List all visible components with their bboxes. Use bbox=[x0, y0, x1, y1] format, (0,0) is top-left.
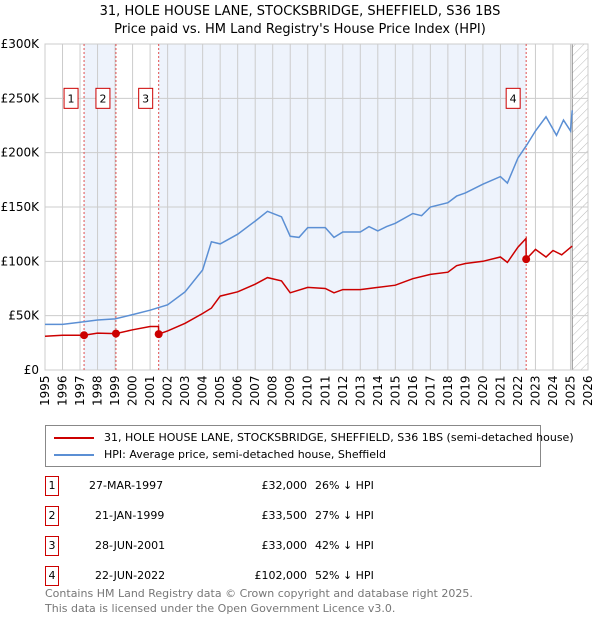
sale-badge bbox=[63, 87, 79, 109]
legend: 31, HOLE HOUSE LANE, STOCKSBRIDGE, SHEFF… bbox=[45, 425, 574, 467]
x-tick-label: 2012 bbox=[336, 375, 350, 406]
x-tick-label: 2009 bbox=[283, 375, 297, 406]
footer-copyright: Contains HM Land Registry data © Crown c… bbox=[45, 587, 473, 600]
transaction-badge: 1 bbox=[45, 476, 59, 496]
transaction-price: £102,000 bbox=[254, 569, 308, 582]
transaction-row: 1 27-MAR-1997 £32,000 26% ↓ HPI bbox=[45, 476, 445, 496]
x-tick-label: 2016 bbox=[406, 375, 420, 406]
x-tick-label: 2003 bbox=[178, 375, 192, 406]
x-tick-label: 2007 bbox=[248, 375, 262, 406]
x-tick-label: 2018 bbox=[441, 375, 455, 406]
transaction-hpi-diff: 52% ↓ HPI bbox=[315, 569, 374, 582]
transaction-hpi-diff: 26% ↓ HPI bbox=[315, 479, 374, 492]
transaction-row: 2 21-JAN-1999 £33,500 27% ↓ HPI bbox=[45, 506, 445, 526]
property-price-line bbox=[44, 236, 573, 338]
footer-licence: This data is licensed under the Open Gov… bbox=[45, 602, 396, 615]
transaction-hpi-diff: 27% ↓ HPI bbox=[315, 509, 374, 522]
transaction-price: £33,000 bbox=[261, 539, 308, 552]
legend-swatch-red bbox=[54, 436, 94, 439]
price-chart: 1995 1996 1997 1998 1999 2000 2001 2002 2003 2004… bbox=[1, 37, 595, 406]
legend-swatch-blue bbox=[54, 453, 94, 456]
x-tick-label: 1995 bbox=[38, 375, 52, 406]
x-tick-label: 2004 bbox=[196, 375, 210, 406]
x-tick-label: 2014 bbox=[371, 375, 385, 406]
x-tick-label: 2001 bbox=[143, 375, 157, 406]
plot-frame bbox=[44, 43, 589, 371]
x-tick-label: 2010 bbox=[301, 375, 315, 406]
transaction-price: £33,500 bbox=[261, 509, 308, 522]
x-tick-label: 2019 bbox=[458, 375, 472, 406]
transaction-badge: 2 bbox=[45, 506, 59, 526]
sale-point bbox=[111, 329, 120, 338]
y-tick-label: £300K bbox=[1, 37, 41, 51]
sale-badge-label: 3 bbox=[142, 92, 149, 105]
y-tick-label: £50K bbox=[8, 309, 40, 323]
legend-item-property: 31, HOLE HOUSE LANE, STOCKSBRIDGE, SHEFF… bbox=[54, 431, 574, 444]
transaction-date: 28-JUN-2001 bbox=[95, 539, 166, 552]
x-tick-label: 2002 bbox=[161, 375, 175, 406]
x-tick-label: 2024 bbox=[546, 375, 560, 406]
x-tick-label: 2023 bbox=[528, 375, 542, 406]
x-tick-label: 2020 bbox=[476, 375, 490, 406]
transaction-hpi-diff: 42% ↓ HPI bbox=[315, 539, 374, 552]
sale-badge bbox=[95, 87, 111, 109]
y-tick-label: £150K bbox=[1, 200, 41, 214]
x-tick-label: 2008 bbox=[266, 375, 280, 406]
sale-point bbox=[80, 331, 89, 340]
transaction-price: £32,000 bbox=[261, 479, 308, 492]
transaction-date: 22-JUN-2022 bbox=[95, 569, 166, 582]
x-tick-label: 2011 bbox=[318, 375, 332, 406]
chart-title: 31, HOLE HOUSE LANE, STOCKSBRIDGE, SHEFF… bbox=[99, 4, 501, 19]
x-tick-label: 2005 bbox=[213, 375, 227, 406]
x-tick-label: 2000 bbox=[126, 375, 140, 406]
x-tick-label: 2021 bbox=[493, 375, 507, 406]
sale-badge bbox=[138, 87, 154, 109]
y-tick-label: £200K bbox=[1, 146, 41, 160]
sale-badge-label: 2 bbox=[99, 92, 106, 105]
transaction-date: 21-JAN-1999 bbox=[95, 509, 165, 522]
y-tick-label: £250K bbox=[1, 91, 41, 105]
sale-point bbox=[522, 255, 531, 264]
transaction-row: 3 28-JUN-2001 £33,000 42% ↓ HPI bbox=[45, 536, 445, 556]
y-tick-label: £0 bbox=[24, 363, 39, 377]
transaction-row: 4 22-JUN-2022 £102,000 52% ↓ HPI bbox=[45, 566, 445, 586]
chart-subtitle: Price paid vs. HM Land Registry's House … bbox=[114, 22, 486, 37]
x-tick-label: 2026 bbox=[581, 375, 595, 406]
sale-point bbox=[154, 330, 163, 339]
x-tick-label: 2013 bbox=[353, 375, 367, 406]
sale-badge-label: 1 bbox=[68, 92, 75, 105]
y-tick-label: £100K bbox=[1, 254, 41, 268]
transaction-badge: 3 bbox=[45, 536, 59, 556]
legend-label: HPI: Average price, semi-detached house,… bbox=[104, 448, 387, 461]
x-tick-label: 2006 bbox=[231, 375, 245, 406]
legend-label: 31, HOLE HOUSE LANE, STOCKSBRIDGE, SHEFF… bbox=[104, 431, 574, 444]
x-tick-label: 2025 bbox=[563, 375, 577, 406]
x-tick-label: 2015 bbox=[388, 375, 402, 406]
x-tick-label: 1999 bbox=[108, 375, 122, 406]
x-tick-label: 2022 bbox=[511, 375, 525, 406]
sale-badge-label: 4 bbox=[510, 92, 517, 105]
legend-item-hpi: HPI: Average price, semi-detached house,… bbox=[54, 448, 386, 461]
sale-badge bbox=[505, 87, 521, 109]
transaction-date: 27-MAR-1997 bbox=[89, 479, 164, 492]
x-tick-label: 2017 bbox=[423, 375, 437, 406]
x-tick-label: 1998 bbox=[91, 375, 105, 406]
x-tick-label: 1997 bbox=[73, 375, 87, 406]
x-tick-label: 1996 bbox=[56, 375, 70, 406]
hpi-line bbox=[45, 110, 573, 326]
transaction-badge: 4 bbox=[45, 566, 59, 586]
